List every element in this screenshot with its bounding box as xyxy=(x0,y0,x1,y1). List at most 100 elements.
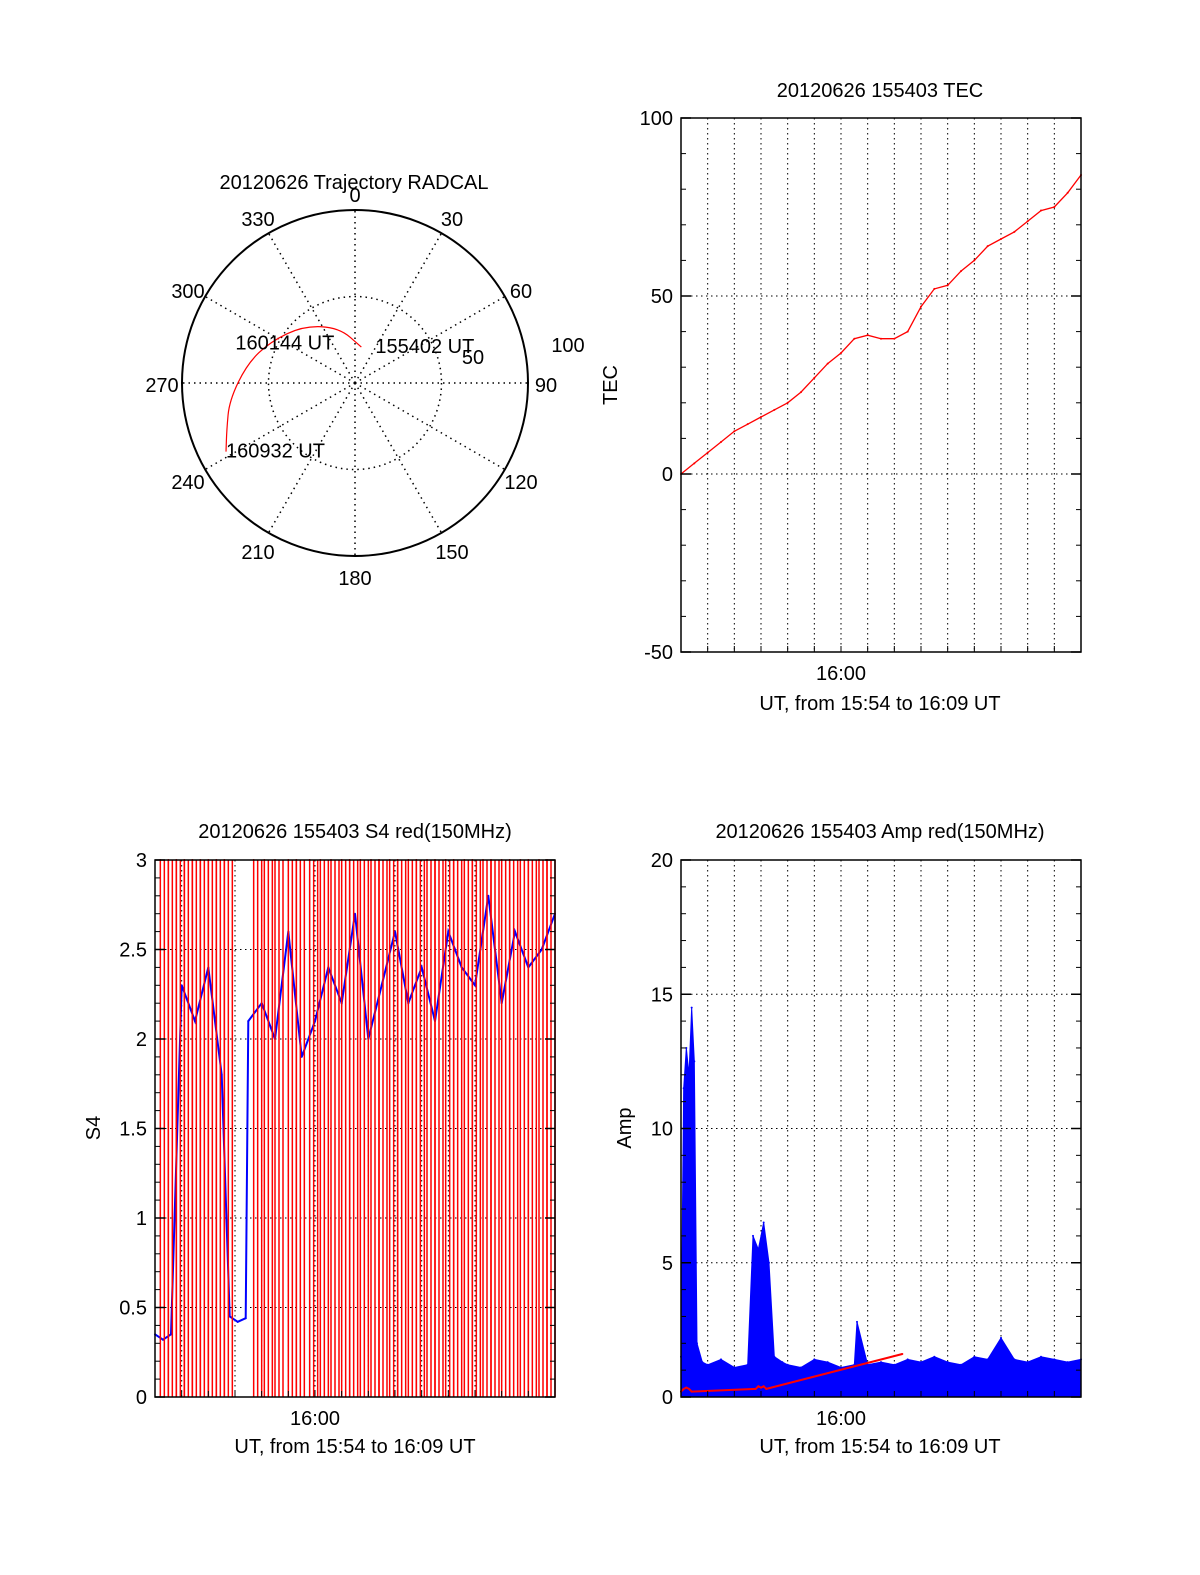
data-point xyxy=(693,462,696,465)
data-point xyxy=(1066,1361,1069,1364)
y-tick-label: 50 xyxy=(651,286,673,308)
data-point xyxy=(813,1358,816,1361)
data-point xyxy=(920,1361,922,1364)
data-point xyxy=(762,1221,765,1224)
y-tick-label: 2.5 xyxy=(119,940,147,962)
data-point xyxy=(746,423,749,426)
amp-chart: 20120626 155403 Amp red(150MHz) Amp UT, … xyxy=(614,821,1082,1458)
data-point xyxy=(354,912,356,915)
data-point xyxy=(760,1386,762,1389)
data-point xyxy=(1040,1355,1042,1358)
data-point xyxy=(1013,230,1016,233)
data-point xyxy=(866,334,869,337)
x-tick-label: 16:00 xyxy=(816,1408,866,1430)
data-point xyxy=(682,1087,685,1090)
data-point xyxy=(906,330,909,333)
y-tick-label: 0 xyxy=(662,464,673,486)
x-tick-label: 16:00 xyxy=(816,663,866,685)
data-point xyxy=(786,1363,789,1366)
polar-azimuth-label: 150 xyxy=(435,542,468,564)
data-point xyxy=(1000,238,1002,241)
polar-azimuth-label: 240 xyxy=(171,472,204,494)
data-point xyxy=(720,1358,722,1361)
data-point xyxy=(773,408,776,411)
trajectory-time-label: 160144 UT xyxy=(235,333,334,355)
data-point xyxy=(194,1020,196,1023)
y-tick-label: -50 xyxy=(644,642,673,664)
polar-spoke xyxy=(267,232,356,384)
y-tick-label: 20 xyxy=(651,850,673,872)
polar-azimuth-label: 120 xyxy=(504,472,537,494)
data-point xyxy=(487,894,490,897)
data-point xyxy=(853,337,856,340)
data-point xyxy=(474,984,476,987)
polar-spoke xyxy=(354,232,443,384)
tec-xlabel: UT, from 15:54 to 16:09 UT xyxy=(759,693,1000,715)
data-point xyxy=(893,1363,896,1366)
data-point xyxy=(768,1261,770,1264)
y-tick-label: 0 xyxy=(136,1387,147,1409)
y-tick-label: 1 xyxy=(136,1208,147,1230)
data-point xyxy=(754,1387,757,1390)
polar-azimuth-label: 0 xyxy=(349,185,360,207)
data-point xyxy=(236,1320,239,1323)
data-point xyxy=(170,1333,172,1336)
data-point xyxy=(765,1387,768,1390)
y-tick-label: 0.5 xyxy=(119,1298,147,1320)
polar-ring-inner xyxy=(267,295,443,471)
data-point xyxy=(920,305,922,308)
series-line xyxy=(680,174,1082,475)
polar-azimuth-labels: 0 30 60 90 120 150 180 210 240 270 300 330 xyxy=(145,185,557,590)
data-point xyxy=(1013,1358,1016,1361)
y-tick-label: 100 xyxy=(640,108,673,130)
data-point xyxy=(693,1060,696,1063)
trajectory-annotations: 155402 UT 160144 UT 160932 UT xyxy=(226,333,474,463)
polar-spoke xyxy=(204,382,356,471)
y-tick-label: 5 xyxy=(662,1253,673,1275)
data-point xyxy=(682,1387,685,1390)
data-point xyxy=(973,259,976,262)
data-point xyxy=(701,1361,704,1364)
data-point xyxy=(840,351,842,354)
polar-ring-outer xyxy=(181,209,529,557)
amp-xlabel: UT, from 15:54 to 16:09 UT xyxy=(759,1436,1000,1458)
s4-title: 20120626 155403 S4 red(150MHz) xyxy=(198,821,512,843)
amp-title: 20120626 155403 Amp red(150MHz) xyxy=(715,821,1044,843)
data-point xyxy=(706,451,709,454)
y-tick-label: 3 xyxy=(136,850,147,872)
trajectory-line xyxy=(225,326,362,452)
y-tick-label: 15 xyxy=(651,984,673,1006)
polar-azimuth-label: 180 xyxy=(338,568,371,590)
tec-chart: 20120626 155403 TEC TEC UT, from 15:54 t… xyxy=(600,80,1082,715)
data-point xyxy=(826,1361,829,1364)
data-point xyxy=(901,1353,904,1356)
data-point xyxy=(800,391,802,394)
data-point xyxy=(1066,191,1069,194)
data-point xyxy=(706,1363,709,1366)
data-point xyxy=(986,1358,989,1361)
data-point xyxy=(180,984,183,987)
data-point xyxy=(720,440,722,443)
data-point xyxy=(162,1338,164,1341)
data-point xyxy=(690,1390,693,1393)
data-point xyxy=(1053,1358,1056,1361)
data-point xyxy=(220,1073,223,1076)
polar-trajectory-chart: 20120626 Trajectory RADCAL 0 30 60 90 120 150… xyxy=(145,172,584,590)
data-point xyxy=(906,1358,909,1361)
data-point xyxy=(866,1363,869,1366)
polar-azimuth-label: 330 xyxy=(241,209,274,231)
data-point xyxy=(752,1234,754,1237)
x-tick-label: 16:00 xyxy=(290,1408,340,1430)
data-point xyxy=(688,1387,690,1390)
data-point xyxy=(300,1055,303,1058)
s4-ylabel: S4 xyxy=(83,1116,105,1140)
polar-azimuth-label: 60 xyxy=(510,281,532,303)
data-point xyxy=(690,1006,693,1009)
tec-title: 20120626 155403 TEC xyxy=(777,80,983,102)
data-point xyxy=(380,984,383,987)
data-point xyxy=(1000,1336,1002,1339)
data-point xyxy=(880,1361,882,1364)
data-point xyxy=(746,1363,749,1366)
polar-grid xyxy=(181,209,529,557)
s4-xlabel: UT, from 15:54 to 16:09 UT xyxy=(234,1436,475,1458)
